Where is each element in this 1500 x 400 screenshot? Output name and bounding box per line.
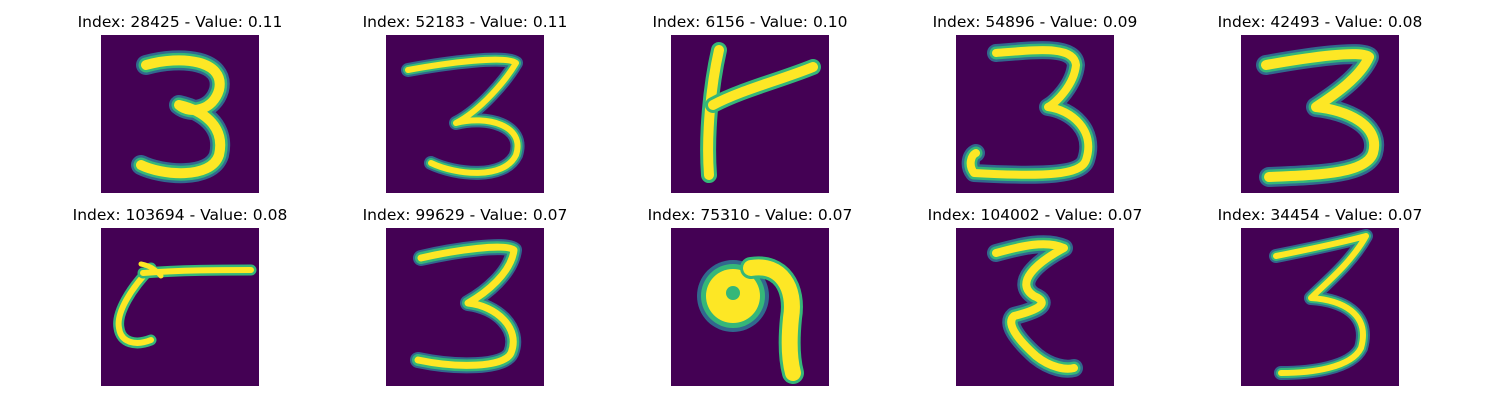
digit-image xyxy=(671,35,829,193)
digit-image xyxy=(101,35,259,193)
digit-image xyxy=(956,228,1114,386)
digit-image xyxy=(386,35,544,193)
digit-glyph xyxy=(700,42,821,183)
panel-caption: Index: 28425 - Value: 0.11 xyxy=(77,13,283,31)
digit-glyph xyxy=(1256,44,1385,187)
panel-caption: Index: 54896 - Value: 0.09 xyxy=(932,13,1138,31)
digit-glyph xyxy=(961,41,1098,184)
digit-glyph xyxy=(987,235,1083,378)
panel-caption: Index: 42493 - Value: 0.08 xyxy=(1217,13,1423,31)
digit-glyph xyxy=(401,52,525,180)
panel-caption: Index: 6156 - Value: 0.10 xyxy=(652,13,848,31)
digit-image xyxy=(1241,35,1399,193)
digit-glyph xyxy=(113,261,257,349)
digit-glyph xyxy=(131,50,231,184)
digit-glyph xyxy=(697,256,804,384)
digit-glyph xyxy=(410,239,522,374)
digit-image xyxy=(956,35,1114,193)
panel-caption: Index: 99629 - Value: 0.07 xyxy=(362,206,568,224)
panel-caption: Index: 75310 - Value: 0.07 xyxy=(647,206,853,224)
panel-caption: Index: 52183 - Value: 0.11 xyxy=(362,13,568,31)
digit-image xyxy=(1241,228,1399,386)
digit-image xyxy=(671,228,829,386)
panel-caption: Index: 34454 - Value: 0.07 xyxy=(1217,206,1423,224)
digit-glyph xyxy=(1269,229,1373,380)
digit-image xyxy=(101,228,259,386)
panel-caption: Index: 104002 - Value: 0.07 xyxy=(927,206,1143,224)
panel-caption: Index: 103694 - Value: 0.08 xyxy=(72,206,288,224)
digit-image xyxy=(386,228,544,386)
